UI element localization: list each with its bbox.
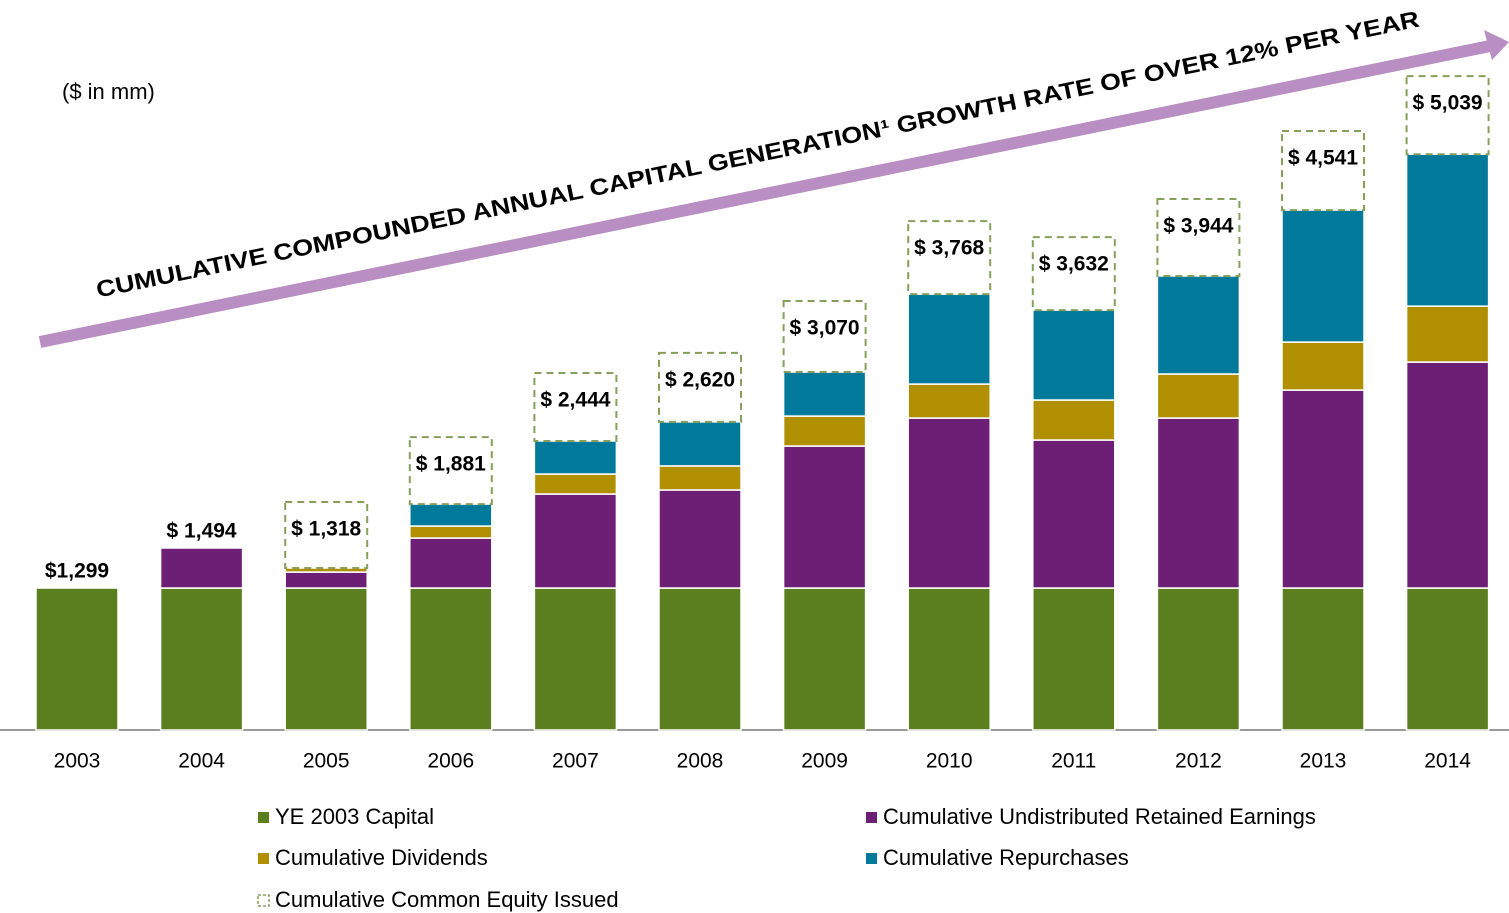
bar-segment	[1032, 439, 1116, 589]
bar-segment	[1032, 399, 1116, 441]
total-label: $ 4,541	[1288, 147, 1358, 170]
bar-segment	[1032, 309, 1116, 401]
bar-segment	[1281, 130, 1365, 212]
bar-segment	[533, 493, 618, 589]
bar-segment	[658, 421, 742, 467]
total-label: $ 1,494	[167, 520, 237, 543]
bar-segment	[1405, 361, 1490, 589]
legend-label: Cumulative Repurchases	[883, 845, 1129, 870]
arrow-shaft	[38, 40, 1492, 348]
arrow-head	[1484, 30, 1509, 60]
bar-segment	[782, 300, 867, 374]
bar-segment	[1156, 417, 1241, 589]
bar-segment	[1405, 153, 1490, 307]
bar-segment	[284, 567, 368, 573]
bar-segment	[1032, 587, 1116, 731]
bar-segment	[658, 351, 742, 423]
legend-swatch	[258, 853, 269, 864]
bar-segment	[1281, 389, 1365, 589]
x-tick-label: 2003	[54, 750, 101, 773]
bar-segment	[284, 571, 368, 589]
total-label: $ 3,944	[1163, 215, 1233, 238]
bar-segment	[782, 371, 867, 417]
bar-segment	[533, 372, 618, 443]
legend-label: Cumulative Undistributed Retained Earnin…	[883, 804, 1316, 829]
bar-segment	[35, 587, 119, 731]
bar-segment	[1281, 587, 1365, 731]
total-label: $ 1,318	[291, 518, 361, 541]
bar-segment	[159, 547, 244, 589]
total-label: $ 1,881	[416, 453, 486, 476]
bar-segment	[907, 587, 991, 731]
x-tick-label: 2009	[801, 750, 848, 773]
total-label: $ 2,620	[665, 368, 735, 391]
total-label: $1,299	[45, 560, 109, 583]
bar-segment	[1405, 75, 1490, 156]
x-tick-label: 2013	[1300, 750, 1347, 773]
bar-segment	[907, 293, 991, 385]
legend-swatch	[866, 853, 877, 864]
bar-segment	[1156, 198, 1241, 277]
bar-segment	[658, 465, 742, 491]
legend-label: Cumulative Common Equity Issued	[275, 887, 619, 912]
total-label: $ 5,039	[1413, 92, 1483, 115]
bar-segment	[658, 587, 742, 731]
subtitle: ($ in mm)	[62, 79, 155, 104]
bar-segment	[1031, 236, 1116, 312]
bar-segment	[409, 537, 493, 589]
x-tick-label: 2014	[1424, 750, 1471, 773]
bar-segment	[409, 525, 493, 539]
total-label: $ 3,768	[914, 237, 984, 260]
bar-segment	[1156, 587, 1241, 731]
bar-segment	[533, 587, 618, 731]
bar-segment	[1405, 587, 1490, 731]
chart-title: CUMULATIVE COMPOUNDED ANNUAL CAPITAL GEN…	[94, 6, 1422, 303]
total-label: $ 3,070	[790, 317, 860, 340]
legend-swatch	[258, 812, 269, 823]
bar-segment	[782, 445, 867, 589]
bar-segment	[907, 220, 992, 296]
x-tick-label: 2012	[1175, 750, 1222, 773]
bar-segment	[1156, 275, 1241, 375]
x-tick-label: 2005	[303, 750, 350, 773]
legend-label: YE 2003 Capital	[275, 804, 434, 829]
bar-segment	[284, 587, 368, 731]
x-tick-label: 2010	[926, 750, 973, 773]
x-tick-label: 2011	[1051, 750, 1096, 773]
x-tick-label: 2006	[427, 750, 474, 773]
bar-segment	[1281, 209, 1365, 343]
bar-segment	[409, 503, 493, 527]
x-tick-label: 2004	[178, 750, 225, 773]
bar-segment	[408, 436, 493, 506]
bar-segment	[533, 473, 618, 495]
bar-segment	[907, 417, 991, 589]
total-label: $ 2,444	[540, 389, 610, 412]
legend-swatch	[866, 812, 877, 823]
x-tick-label: 2008	[677, 750, 724, 773]
legend-label: Cumulative Dividends	[275, 845, 488, 870]
bar-segment	[409, 587, 493, 731]
bar-segment	[782, 415, 867, 447]
bar-segment	[907, 383, 991, 419]
bar-segment	[1405, 305, 1490, 363]
bar-segment	[1281, 341, 1365, 391]
bar-segment	[159, 587, 244, 731]
bar-segment	[284, 501, 369, 570]
bar-segment	[782, 587, 867, 731]
bar-segment	[658, 489, 742, 589]
bar-segment	[533, 440, 618, 475]
total-label: $ 3,632	[1039, 253, 1109, 276]
legend-swatch	[257, 894, 270, 907]
x-tick-label: 2007	[552, 750, 599, 773]
bar-segment	[1156, 373, 1241, 419]
